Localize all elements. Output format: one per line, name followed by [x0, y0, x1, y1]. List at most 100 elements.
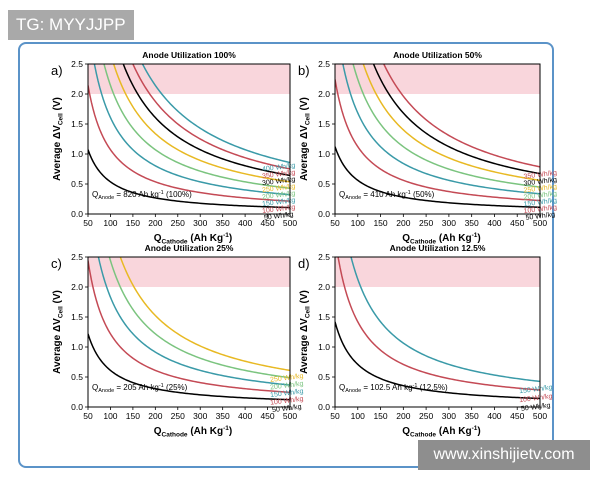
series-line-3 [93, 64, 290, 196]
x-tick-label: 400 [487, 218, 501, 228]
annotation-q-anode: QAnode = 410 Ah kg-1 (50%) [339, 190, 435, 201]
axes-frame [334, 63, 541, 215]
x-tick-label: 250 [171, 218, 185, 228]
y-axis-label: Average ΔVCell (V) [52, 97, 65, 181]
series-line-2 [337, 257, 540, 391]
y-tick-label: 0.0 [318, 209, 330, 219]
series-label: 100 Wh/kg [519, 393, 553, 404]
x-tick-label: 450 [510, 218, 524, 228]
y-tick-label: 0.5 [71, 372, 83, 382]
series-line-1 [88, 333, 290, 401]
series-line-1 [88, 149, 290, 209]
series-label: 400 Wh/kg [262, 162, 296, 173]
x-tick-label: 350 [216, 218, 230, 228]
x-tick-label: 50 [83, 411, 93, 421]
panel-label: a) [51, 63, 63, 78]
x-tick-label: 100 [351, 411, 365, 421]
series-label: 150 Wh/kg [262, 197, 296, 208]
series-line-5 [112, 64, 290, 183]
y-axis-label: Average ΔVCell (V) [299, 97, 312, 181]
x-tick-label: 450 [260, 218, 274, 228]
y-tick-label: 1.5 [71, 312, 83, 322]
y-tick-label: 2.0 [318, 89, 330, 99]
series-line-6 [122, 64, 290, 177]
series-label: 150 Wh/kg [519, 384, 553, 395]
series-line-7 [132, 64, 290, 170]
series-line-4 [103, 64, 290, 190]
x-tick-label: 450 [260, 411, 274, 421]
x-tick-label: 250 [419, 411, 433, 421]
series-label: 150 Wh/kg [270, 388, 304, 399]
x-tick-label: 100 [103, 411, 117, 421]
annotation-q-anode: QAnode = 205 Ah kg-1 (25%) [92, 383, 188, 394]
y-tick-label: 2.0 [71, 89, 83, 99]
panel-label: c) [51, 256, 62, 271]
x-tick-label: 300 [193, 411, 207, 421]
panel-label: b) [298, 63, 310, 78]
y-tick-label: 1.0 [318, 342, 330, 352]
y-tick-label: 0.0 [71, 209, 83, 219]
series-line-2 [335, 79, 540, 202]
axes-frame [87, 63, 291, 215]
axes-frame [334, 256, 541, 408]
y-tick-label: 0.5 [318, 372, 330, 382]
series-line-1 [335, 321, 540, 400]
y-tick-label: 0.0 [318, 402, 330, 412]
y-tick-label: 2.5 [71, 59, 83, 69]
x-tick-label: 150 [373, 218, 387, 228]
series-line-3 [342, 64, 540, 195]
x-tick-label: 250 [419, 218, 433, 228]
y-axis-label: Average ΔVCell (V) [52, 290, 65, 374]
chart-title: Anode Utilization 25% [145, 243, 234, 253]
y-tick-label: 2.5 [71, 252, 83, 262]
x-tick-label: 400 [238, 218, 252, 228]
x-tick-label: 350 [465, 411, 479, 421]
series-line-5 [362, 64, 540, 182]
series-line-5 [119, 257, 290, 372]
series-label: 100 Wh/kg [262, 204, 296, 215]
x-axis-label: QCathode (Ah Kg-1) [154, 425, 232, 439]
y-tick-label: 1.0 [318, 149, 330, 159]
series-line-7 [382, 64, 540, 168]
series-label: 250 Wh/kg [270, 373, 304, 384]
series-line-2 [88, 260, 290, 394]
annotation-q-anode: QAnode = 820 Ah kg-1 (100%) [92, 190, 192, 201]
y-tick-label: 1.0 [71, 149, 83, 159]
x-tick-label: 250 [171, 411, 185, 421]
y-tick-label: 1.5 [318, 312, 330, 322]
x-tick-label: 450 [510, 411, 524, 421]
shaded-region [335, 64, 540, 94]
x-tick-label: 200 [148, 218, 162, 228]
series-line-8 [141, 64, 290, 164]
series-line-2 [88, 85, 290, 202]
x-tick-label: 350 [216, 411, 230, 421]
chart-title: Anode Utilization 100% [142, 50, 236, 60]
figure-frame [18, 42, 554, 468]
y-tick-label: 1.5 [71, 119, 83, 129]
series-line-4 [352, 64, 540, 188]
series-line-1 [335, 146, 540, 209]
x-tick-label: 150 [126, 218, 140, 228]
x-tick-label: 300 [193, 218, 207, 228]
y-tick-label: 2.5 [318, 252, 330, 262]
x-tick-label: 500 [533, 411, 547, 421]
y-tick-label: 2.0 [71, 282, 83, 292]
x-tick-label: 100 [351, 218, 365, 228]
series-label: 200 Wh/kg [262, 190, 296, 201]
series-label: 50 Wh/kg [264, 211, 294, 222]
x-axis-label: QCathode (Ah Kg-1) [402, 425, 480, 439]
y-tick-label: 0.5 [71, 179, 83, 189]
x-tick-label: 200 [148, 411, 162, 421]
annotation-q-anode: QAnode = 102.5 Ah kg-1 (12.5%) [339, 383, 448, 394]
x-tick-label: 500 [283, 218, 297, 228]
panel-label: d) [298, 256, 310, 271]
x-tick-label: 50 [83, 218, 93, 228]
series-label: 250 Wh/kg [262, 183, 296, 194]
x-tick-label: 50 [330, 411, 340, 421]
x-tick-label: 150 [373, 411, 387, 421]
x-tick-label: 350 [465, 218, 479, 228]
x-tick-label: 50 [330, 218, 340, 228]
